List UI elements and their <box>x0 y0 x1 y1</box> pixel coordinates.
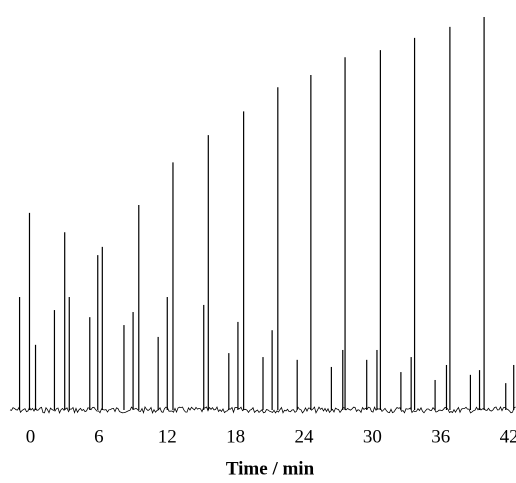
x-tick-label: 18 <box>226 426 245 447</box>
x-tick-label: 12 <box>158 426 177 447</box>
x-axis-label: Time / min <box>226 458 315 479</box>
x-tick-label: 6 <box>94 426 104 447</box>
x-tick-label: 30 <box>363 426 382 447</box>
x-tick-label: 36 <box>431 426 450 447</box>
baseline <box>9 406 516 415</box>
x-tick-label: 24 <box>295 426 315 447</box>
x-tick-label: 42 <box>500 426 516 447</box>
x-tick-label: 0 <box>26 426 36 447</box>
